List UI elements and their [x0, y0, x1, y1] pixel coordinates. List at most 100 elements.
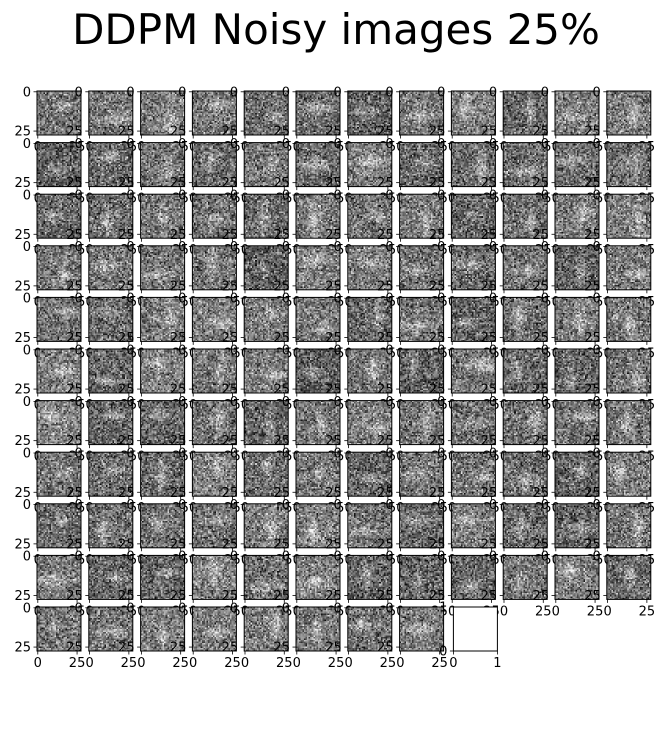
panel-frame: [191, 142, 237, 188]
y-tick-label: 25: [222, 383, 239, 398]
noisy-image: [88, 194, 133, 239]
y-tick-label: 0: [178, 240, 186, 255]
panel-frame: [450, 296, 496, 342]
y-tick-label: 25: [14, 641, 31, 656]
panel-frame: [88, 90, 134, 136]
y-tick-label: 25: [273, 537, 290, 552]
y-tick-label: 0: [126, 85, 134, 100]
y-tick-label: 25: [66, 383, 83, 398]
y-tick-label: 0: [489, 137, 497, 152]
y-tick-label: 25: [273, 331, 290, 346]
y-tick-label: 25: [377, 434, 394, 449]
noisy-image: [140, 142, 185, 187]
panel-frame: [295, 451, 341, 497]
panel-frame: [88, 245, 134, 291]
panel-frame: [606, 245, 652, 291]
y-tick-label: 25: [429, 279, 446, 294]
panel-frame: [502, 348, 548, 394]
noisy-image: [347, 452, 392, 497]
y-tick-label: 25: [14, 125, 31, 140]
panel-frame: [399, 90, 445, 136]
noisy-image: [37, 142, 81, 187]
panel-frame: [554, 503, 600, 549]
panel-frame: [347, 554, 393, 600]
y-tick-label: 25: [118, 486, 135, 501]
y-tick-label: 0: [230, 550, 238, 565]
panel-frame: [88, 606, 134, 652]
y-tick-label: 25: [118, 279, 135, 294]
y-tick-label: 0: [75, 292, 83, 307]
y-tick-label: 25: [325, 176, 342, 191]
panel-frame: [502, 193, 548, 239]
panel-frame: [347, 296, 393, 342]
y-tick-label: 25: [325, 279, 342, 294]
y-tick-label: 25: [377, 383, 394, 398]
y-tick-label: 0: [385, 601, 393, 616]
y-tick-label: 25: [170, 486, 187, 501]
panel-frame: [88, 296, 134, 342]
noisy-image: [192, 194, 237, 239]
noisy-image: [451, 194, 496, 239]
y-tick-label: 0: [437, 189, 445, 204]
noisy-image: [140, 297, 185, 342]
y-tick-label: 25: [14, 383, 31, 398]
y-tick-label: 0: [75, 395, 83, 410]
panel-frame: [88, 554, 134, 600]
y-tick-label: 25: [273, 279, 290, 294]
noisy-image: [192, 245, 237, 290]
y-tick-label: 25: [118, 331, 135, 346]
x-tick-label: 25: [328, 656, 345, 671]
y-tick-label: 0: [23, 240, 31, 255]
y-tick-label: 0: [541, 189, 549, 204]
noisy-image: [296, 400, 340, 445]
panel-frame: [295, 554, 341, 600]
y-tick-label: 0: [489, 85, 497, 100]
y-tick-label: 0: [23, 292, 31, 307]
noisy-image: [244, 297, 289, 342]
y-tick-label: 25: [170, 125, 187, 140]
noisy-image: [88, 503, 133, 548]
noisy-image: [555, 91, 599, 135]
panel-frame: [295, 606, 341, 652]
noisy-image: [451, 297, 496, 342]
y-tick-label: 25: [584, 486, 601, 501]
panel-frame: [88, 400, 134, 446]
y-tick-label: 0: [541, 292, 549, 307]
y-tick-label: 25: [14, 486, 31, 501]
noisy-image: [399, 349, 444, 393]
y-tick-label: 25: [222, 331, 239, 346]
panel-frame: [502, 90, 548, 136]
y-tick-label: 25: [325, 331, 342, 346]
noisy-image: [244, 607, 289, 651]
x-tick-label: 0: [241, 656, 249, 671]
panel-frame: [88, 451, 134, 497]
y-tick-label: 0: [126, 240, 134, 255]
y-tick-label: 25: [273, 486, 290, 501]
y-tick-label: 25: [273, 434, 290, 449]
y-tick-label: 0: [282, 447, 290, 462]
y-tick-label: 0: [126, 137, 134, 152]
x-tick-label: 25: [587, 604, 604, 619]
panel-frame: [243, 348, 289, 394]
y-tick-label: 25: [66, 486, 83, 501]
noisy-image: [296, 452, 340, 497]
y-tick-label: 0: [230, 395, 238, 410]
y-tick-label: 25: [170, 176, 187, 191]
y-tick-label: 0: [126, 447, 134, 462]
noisy-image: [244, 503, 289, 548]
y-tick-label: 0: [334, 189, 342, 204]
x-tick-label: 25: [431, 656, 448, 671]
panel-frame: [606, 90, 652, 136]
panel-frame: [606, 451, 652, 497]
panel-frame: [554, 245, 600, 291]
x-tick-label: 25: [276, 656, 293, 671]
y-tick-label: 0: [230, 240, 238, 255]
noisy-image: [503, 142, 548, 187]
y-tick-label: 0: [541, 498, 549, 513]
